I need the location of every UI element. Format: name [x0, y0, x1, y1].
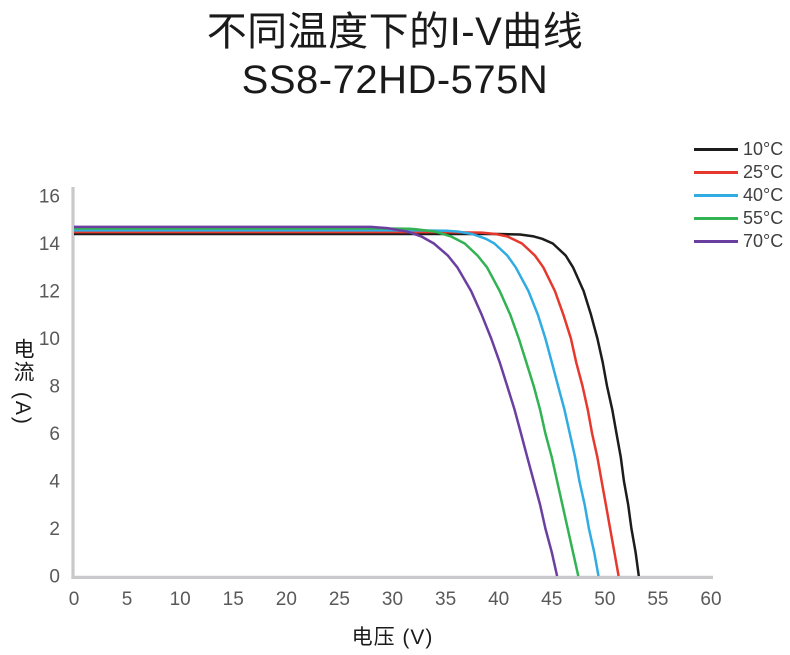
x-tick-label: 10: [170, 589, 191, 610]
x-tick-label: 50: [594, 589, 615, 610]
y-tick-label: 14: [39, 234, 61, 255]
x-tick-label: 45: [541, 589, 562, 610]
legend-swatch: [694, 193, 738, 198]
x-tick-label: 35: [435, 589, 456, 610]
y-tick-label: 10: [39, 329, 60, 350]
legend-item: 55°C: [694, 207, 783, 230]
chart-title-line2: SS8-72HD-575N: [241, 58, 549, 102]
x-tick-label: 60: [700, 589, 721, 610]
x-tick-label: 15: [223, 589, 244, 610]
legend: 10°C 25°C 40°C 55°C 70°C: [694, 138, 783, 253]
x-tick-label: 40: [488, 589, 509, 610]
legend-label: 40°C: [743, 185, 784, 205]
y-tick-label: 0: [49, 567, 60, 588]
legend-swatch: [694, 239, 738, 244]
x-tick-label: 5: [122, 589, 133, 610]
curve-40c: [74, 229, 600, 577]
x-tick-label: 0: [69, 589, 80, 610]
legend-item: 10°C: [694, 138, 783, 161]
legend-label: 70°C: [743, 231, 784, 251]
curve-55c: [74, 227, 580, 577]
curve-10c: [74, 232, 641, 577]
y-tick-label: 6: [49, 424, 60, 445]
legend-label: 25°C: [743, 162, 784, 182]
x-tick-label: 55: [647, 589, 668, 610]
legend-swatch: [694, 147, 738, 152]
y-axis-title-text: 电流 (A): [11, 338, 34, 426]
legend-label: 10°C: [743, 139, 784, 159]
x-tick-label: 20: [276, 589, 297, 610]
x-axis-title: 电压 (V): [351, 626, 434, 649]
chart-title: 不同温度下的I-V曲线 SS8-72HD-575N: [0, 8, 790, 104]
curve-25c: [74, 230, 620, 577]
y-axis-title: 电流 (A): [5, 187, 39, 577]
x-tick-label: 30: [382, 589, 403, 610]
x-tick-label: 25: [329, 589, 350, 610]
y-tick-label: 2: [49, 519, 60, 540]
curve-70c: [74, 225, 559, 577]
chart-title-line1: 不同温度下的I-V曲线: [206, 10, 584, 54]
legend-swatch: [694, 216, 738, 221]
legend-item: 70°C: [694, 230, 783, 253]
legend-item: 40°C: [694, 184, 783, 207]
y-tick-label: 12: [39, 282, 60, 303]
y-tick-label: 16: [39, 187, 60, 208]
legend-label: 55°C: [743, 208, 784, 228]
legend-item: 25°C: [694, 161, 783, 184]
y-tick-label: 4: [49, 472, 60, 493]
y-tick-label: 8: [49, 377, 60, 398]
legend-swatch: [694, 170, 738, 175]
